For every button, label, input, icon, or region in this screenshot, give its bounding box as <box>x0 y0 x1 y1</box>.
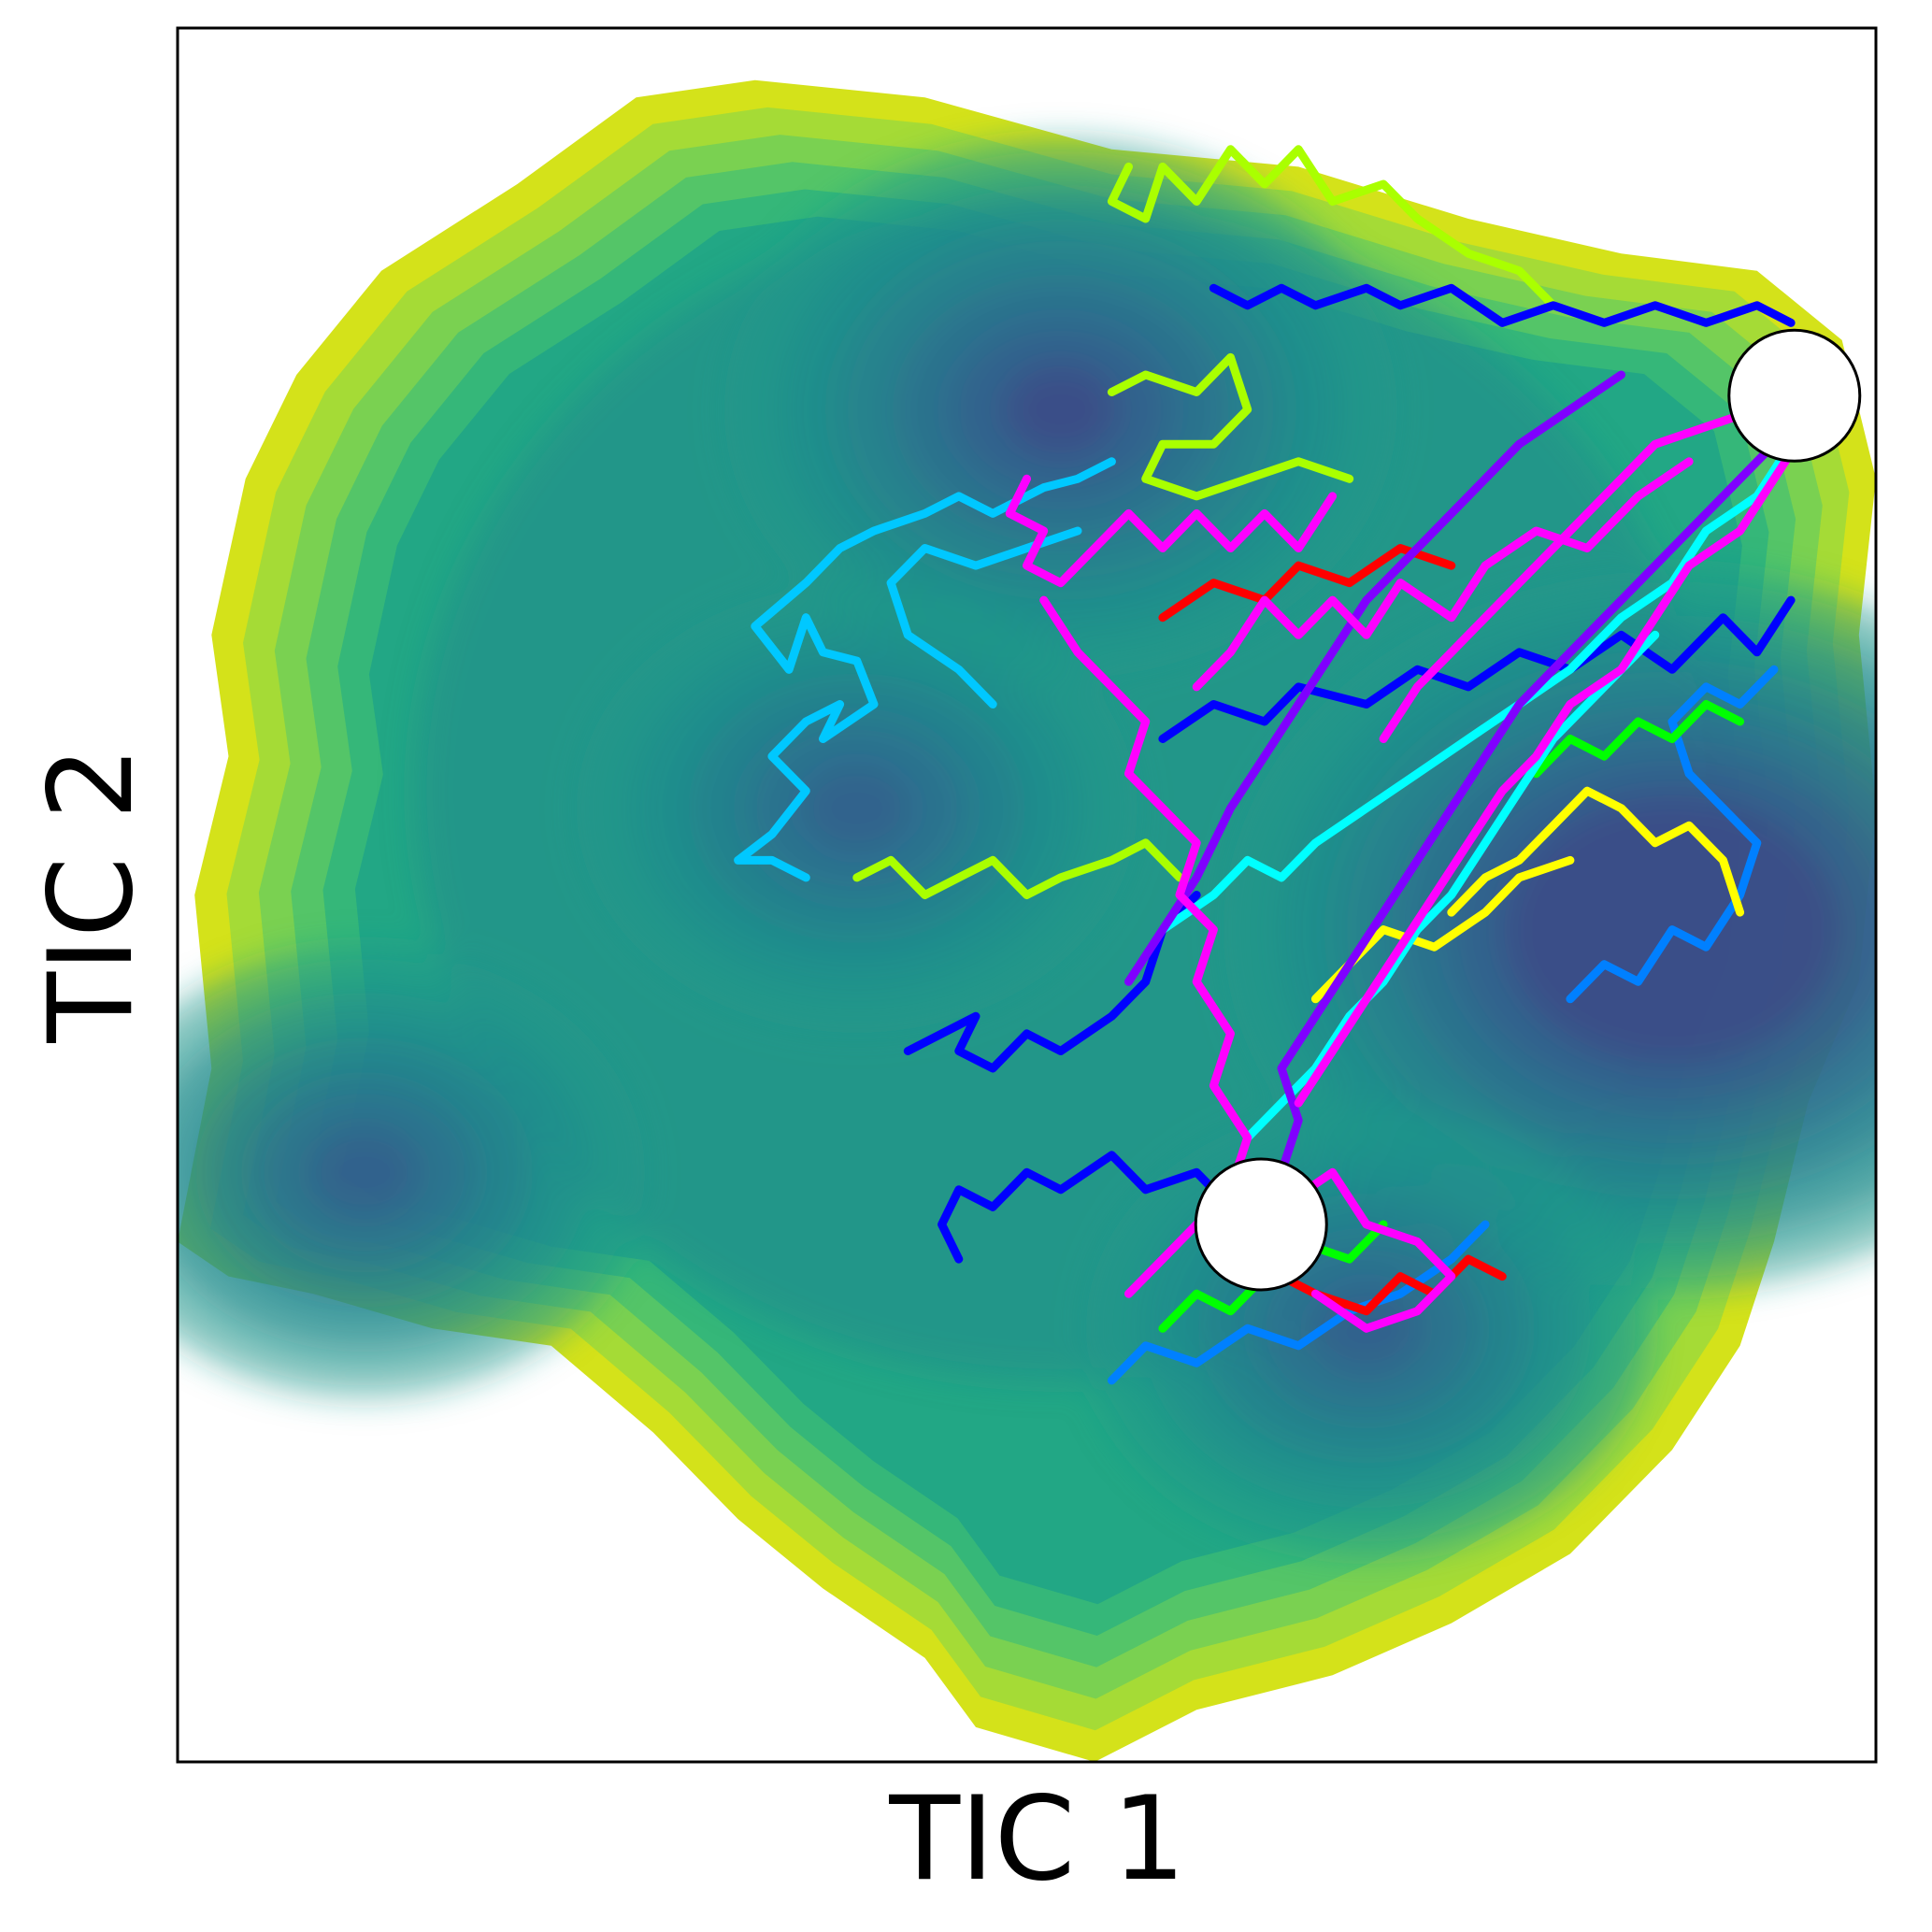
trajectory-line-15 <box>1158 544 1456 623</box>
trajectory-line-22 <box>1005 474 1338 588</box>
y-axis-label: TIC 2 <box>24 746 159 1043</box>
trajectory-line-27 <box>1192 457 1694 692</box>
state-markers <box>1194 328 1862 1292</box>
trajectory-line-3 <box>1107 145 1558 310</box>
trajectory-line-2 <box>886 526 1082 708</box>
trajectory-line-5 <box>852 838 1184 899</box>
trajectory-lines <box>734 145 1812 1385</box>
trajectory-line-9 <box>1158 595 1796 743</box>
trajectory-line-11 <box>1107 1220 1490 1385</box>
basin-center-ring <box>800 763 913 853</box>
trajectory-line-7 <box>937 1151 1269 1264</box>
trajectory-line-17 <box>1532 700 1745 779</box>
trajectory-line-1 <box>734 457 1116 882</box>
basin-left-ring <box>308 1127 421 1218</box>
plot-area <box>178 28 1876 1762</box>
end-state-marker <box>1194 1157 1328 1292</box>
trajectory-line-8 <box>1209 283 1796 327</box>
trajectory-line-25 <box>1124 1167 1456 1333</box>
trajectory-line-18 <box>1158 388 1812 935</box>
trajectory-line-6 <box>903 891 1201 1073</box>
plot-frame <box>176 26 1878 1764</box>
fes-basins <box>178 140 1876 1553</box>
trajectory-line-20 <box>1260 388 1796 1229</box>
trajectory-line-19 <box>1243 630 1660 1142</box>
trajectory-line-23 <box>1039 595 1269 1229</box>
start-state-marker <box>1727 328 1862 463</box>
trajectory-line-12 <box>1447 786 1745 917</box>
x-axis-label: TIC 1 <box>888 1772 1185 1907</box>
trajectory-line-4 <box>1107 352 1354 501</box>
trajectory-line-26 <box>1294 422 1812 1108</box>
trajectory-line-21 <box>1124 370 1625 986</box>
trajectory-line-24 <box>1379 388 1796 743</box>
trajectory-line-10 <box>1566 665 1779 1004</box>
basin-upper-center-ring <box>1004 365 1117 455</box>
